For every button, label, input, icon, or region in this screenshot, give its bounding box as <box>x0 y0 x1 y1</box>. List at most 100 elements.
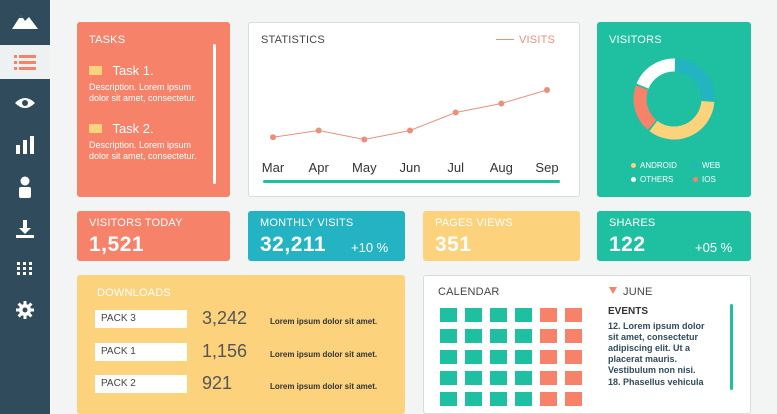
donut-slice-web[interactable] <box>675 58 715 101</box>
legend-visits: VISITS <box>519 34 556 46</box>
calendar-day[interactable] <box>565 371 582 385</box>
pack-description: Lorem ipsum dolor sit amet. <box>270 317 378 326</box>
legend-dot <box>693 163 698 168</box>
x-tick-label: Jul <box>447 160 464 175</box>
calendar-day[interactable] <box>540 392 557 406</box>
calendar-day[interactable] <box>465 350 482 364</box>
calendar-day[interactable] <box>565 329 582 343</box>
calendar-title: CALENDAR <box>438 286 500 298</box>
events-scrollbar[interactable] <box>730 304 733 390</box>
calendar-month[interactable]: JUNE <box>623 286 653 298</box>
legend-web: WEB <box>702 161 721 170</box>
monthly-visits-label: MONTHLY VISITS <box>260 217 354 229</box>
user-icon[interactable] <box>0 170 50 204</box>
pack-description: Lorem ipsum dolor sit amet. <box>270 382 378 391</box>
visitors-card: VISITORS ANDROID WEB OTHERS IOS <box>597 22 751 197</box>
shares-label: SHARES <box>609 217 656 229</box>
task-item[interactable]: Task 1. Description. Lorem ipsum dolor s… <box>89 62 199 104</box>
calendar-day[interactable] <box>565 392 582 406</box>
folder-icon <box>89 124 102 134</box>
calendar-day[interactable] <box>490 371 507 385</box>
mountain-logo-icon[interactable] <box>0 0 50 40</box>
events-title: EVENTS <box>608 306 649 317</box>
calendar-day[interactable] <box>490 350 507 364</box>
donut-slice-ios[interactable] <box>633 85 657 130</box>
scrollbar[interactable] <box>213 44 216 184</box>
data-point[interactable] <box>407 127 413 134</box>
data-point[interactable] <box>452 109 459 116</box>
x-tick-label: Apr <box>309 160 330 175</box>
calendar-day[interactable] <box>515 308 532 322</box>
page-views-value: 351 <box>435 233 472 256</box>
x-tick-label: Sep <box>535 160 558 175</box>
sidebar <box>0 0 50 414</box>
calendar-day[interactable] <box>440 371 457 385</box>
eye-icon[interactable] <box>0 86 50 120</box>
pack-label[interactable]: PACK 1 <box>95 343 187 361</box>
list-icon[interactable] <box>0 45 50 79</box>
data-point[interactable] <box>315 127 322 134</box>
calendar-day[interactable] <box>540 308 557 322</box>
calendar-day[interactable] <box>540 329 557 343</box>
download-icon[interactable] <box>0 212 50 246</box>
event-text: 18. Phasellus vehicula <box>608 377 704 387</box>
page-views-label: PAGES VIEWS <box>435 217 513 229</box>
task-description: Description. Lorem ipsum dolor sit amet,… <box>89 140 197 161</box>
calendar-day[interactable] <box>465 329 482 343</box>
x-tick-label: May <box>352 160 377 175</box>
visitors-today-value: 1,521 <box>89 233 145 256</box>
x-tick-label: Jun <box>400 160 421 175</box>
calendar-day[interactable] <box>515 350 532 364</box>
task-item[interactable]: Task 2. Description. Lorem ipsum dolor s… <box>89 120 199 162</box>
line-chart: Mar Apr May Jun Jul Aug Sep <box>262 87 559 175</box>
calendar-day[interactable] <box>565 350 582 364</box>
tasks-title: TASKS <box>89 34 126 46</box>
calendar-day[interactable] <box>515 371 532 385</box>
bar-chart-icon[interactable] <box>0 128 50 162</box>
legend-others: OTHERS <box>640 175 674 184</box>
calendar-day[interactable] <box>440 392 457 406</box>
shares-card: SHARES 122 +05 % <box>597 211 751 261</box>
pack-count: 921 <box>202 373 233 393</box>
pack-label[interactable]: PACK 3 <box>95 310 187 328</box>
calendar-day[interactable] <box>540 350 557 364</box>
chart-scroll-bar[interactable] <box>263 180 560 183</box>
calendar-day[interactable] <box>490 329 507 343</box>
calendar-day[interactable] <box>515 392 532 406</box>
monthly-visits-card: MONTHLY VISITS 32,211 +10 % <box>248 211 405 261</box>
data-point[interactable] <box>544 87 550 93</box>
gear-icon[interactable] <box>0 293 50 327</box>
monthly-visits-change: +10 % <box>351 240 389 255</box>
grid-icon[interactable] <box>0 252 50 286</box>
data-point[interactable] <box>361 136 368 143</box>
visitors-title: VISITORS <box>609 34 662 46</box>
calendar-day[interactable] <box>440 350 457 364</box>
calendar-day[interactable] <box>490 308 507 322</box>
calendar-day[interactable] <box>465 308 482 322</box>
calendar-day[interactable] <box>465 371 482 385</box>
data-point[interactable] <box>498 100 505 107</box>
pack-description: Lorem ipsum dolor sit amet. <box>270 350 378 359</box>
page-views-card: PAGES VIEWS 351 <box>423 211 580 261</box>
calendar-day[interactable] <box>540 371 557 385</box>
legend-dot <box>693 177 698 182</box>
calendar-grid <box>440 308 590 412</box>
pack-count: 3,242 <box>202 308 248 328</box>
calendar-day[interactable] <box>490 392 507 406</box>
calendar-day[interactable] <box>515 329 532 343</box>
calendar-day[interactable] <box>465 392 482 406</box>
calendar-day[interactable] <box>440 329 457 343</box>
event-text: 12. Lorem ipsum dolor sit amet, consecte… <box>608 321 705 375</box>
legend-dot <box>631 177 636 182</box>
pack-label[interactable]: PACK 2 <box>95 375 187 393</box>
downloads-title: DOWNLOADS <box>97 287 171 299</box>
donut-slice-android[interactable] <box>649 100 715 140</box>
calendar-day[interactable] <box>440 308 457 322</box>
folder-icon <box>89 66 102 76</box>
calendar-day[interactable] <box>565 308 582 322</box>
data-point[interactable] <box>270 134 276 141</box>
donut-slice-others[interactable] <box>636 58 676 89</box>
triangle-down-icon[interactable] <box>609 287 617 294</box>
pack-count: 1,156 <box>202 341 248 361</box>
downloads-card: DOWNLOADS PACK 3 3,242 Lorem ipsum dolor… <box>77 275 405 414</box>
